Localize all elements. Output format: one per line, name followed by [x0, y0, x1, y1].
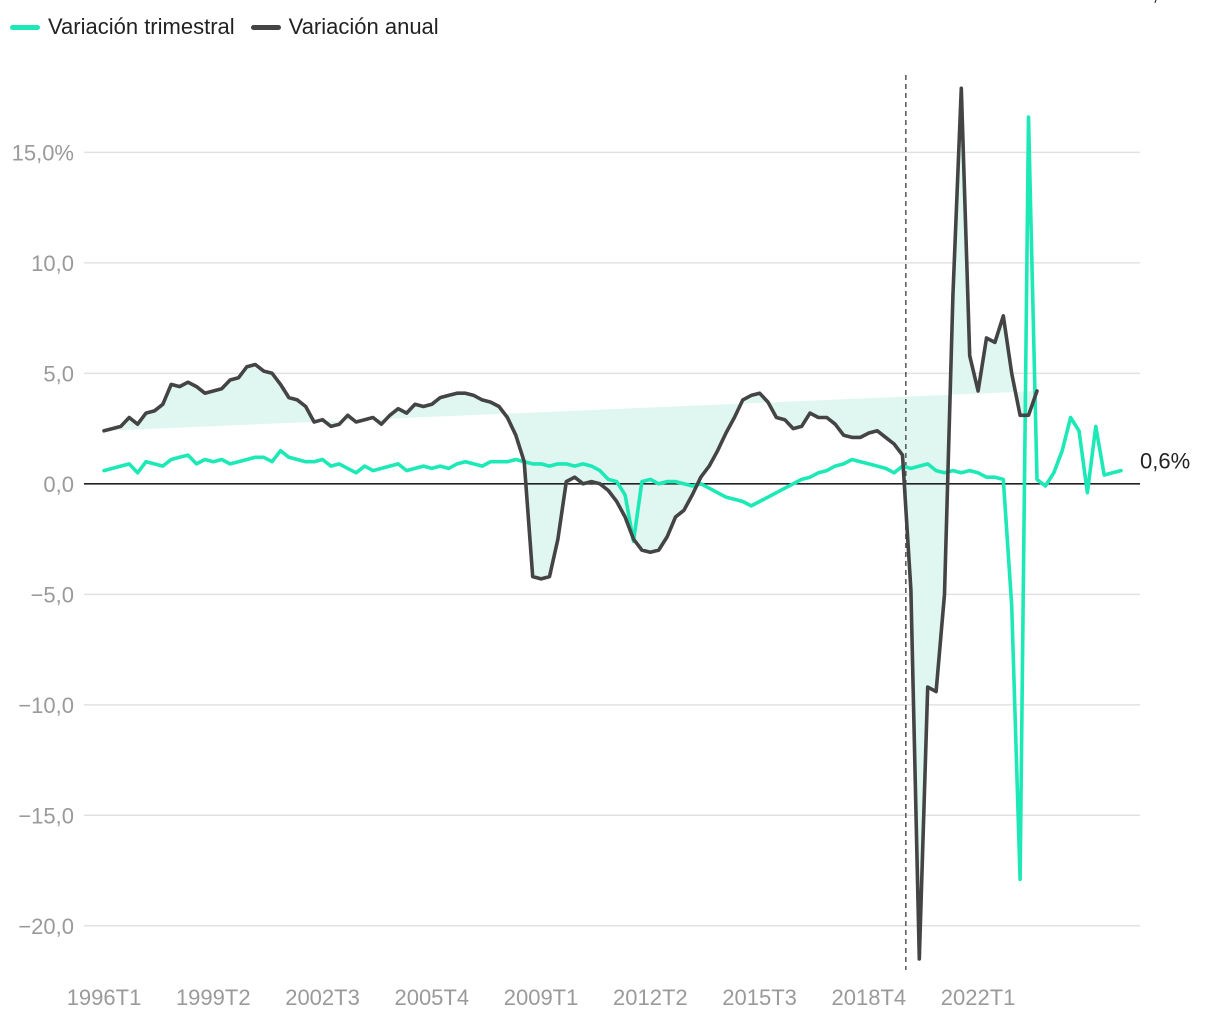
- y-tick-label: −10,0: [18, 693, 74, 718]
- area-between-series: [104, 88, 1037, 960]
- fill-layer: [104, 88, 1037, 960]
- x-tick-label: 2009T1: [504, 985, 579, 1010]
- legend-item-quarterly[interactable]: Variación trimestral: [10, 14, 235, 40]
- end-label-quarterly: 0,6%: [1140, 449, 1190, 474]
- line-layer: [102, 86, 1123, 961]
- series-line-quarterly: [102, 115, 1123, 882]
- x-tick-label: 2015T3: [722, 985, 797, 1010]
- zero-layer: [84, 75, 1140, 970]
- y-tick-label: 15,0%: [12, 140, 74, 165]
- y-tick-label: 0,0: [43, 472, 74, 497]
- x-tick-label: 2012T2: [613, 985, 688, 1010]
- x-tick-label: 2002T3: [285, 985, 360, 1010]
- y-tick-label: −5,0: [31, 582, 74, 607]
- y-tick-label: −20,0: [18, 914, 74, 939]
- y-tick-label: 10,0: [31, 251, 74, 276]
- x-tick-label: 1996T1: [67, 985, 142, 1010]
- y-tick-label: 5,0: [43, 361, 74, 386]
- legend-swatch-quarterly: [10, 24, 40, 30]
- grid-layer: 15,0% 10,0 5,0 0,0 −5,0 −10,0 −15,0 −20,0: [12, 140, 1140, 939]
- legend-label-annual: Variación anual: [288, 14, 439, 39]
- label-layer: 1996T1 1999T2 2002T3 2005T4 2009T1 2012T2 2015…: [67, 0, 1190, 1010]
- y-tick-label: −15,0: [18, 803, 74, 828]
- x-tick-label: 1999T2: [176, 985, 251, 1010]
- end-label-annual: 4,2%: [1140, 0, 1190, 5]
- x-tick-label: 2022T1: [941, 985, 1016, 1010]
- series-line-annual: [102, 86, 1039, 961]
- legend: Variación trimestral Variación anual: [10, 14, 455, 40]
- x-tick-label: 2018T4: [832, 985, 907, 1010]
- legend-swatch-annual: [250, 24, 281, 30]
- legend-item-annual[interactable]: Variación anual: [250, 14, 439, 40]
- legend-label-quarterly: Variación trimestral: [48, 14, 235, 39]
- x-tick-label: 2005T4: [394, 985, 469, 1010]
